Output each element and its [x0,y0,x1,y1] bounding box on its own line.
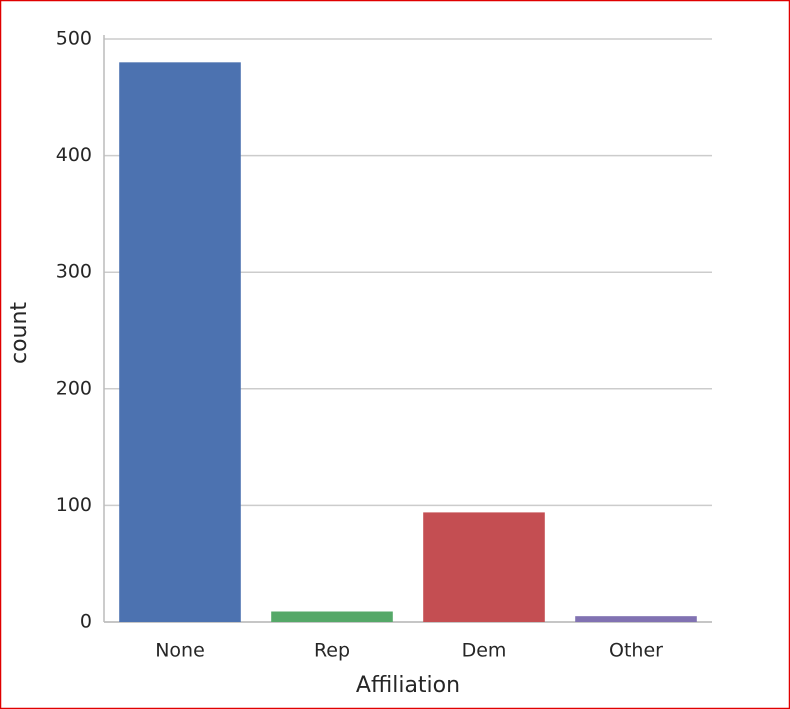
bar [423,512,545,622]
y-tick-label: 0 [80,611,92,633]
y-tick-label: 100 [56,494,92,516]
bar [271,611,393,622]
x-tick-label: Rep [314,640,350,662]
bar [575,616,697,622]
x-axis-label: Affiliation [356,673,460,698]
y-axis-label: count [7,302,32,364]
y-tick-label: 400 [56,144,92,166]
x-tick-label: Other [609,640,663,662]
y-tick-label: 200 [56,377,92,399]
bar [119,62,241,622]
y-tick-label: 300 [56,261,92,283]
y-tick-label: 500 [56,28,92,50]
x-tick-label: None [155,640,205,662]
x-tick-label: Dem [462,640,507,662]
